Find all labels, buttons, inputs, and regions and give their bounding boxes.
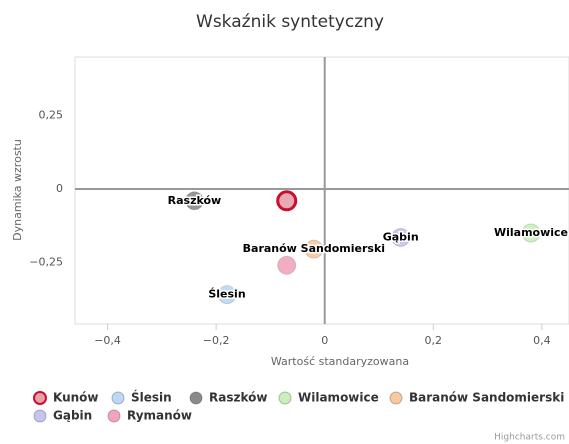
legend-label[interactable]: Raszków [209,391,267,405]
legend-marker[interactable] [107,409,121,423]
point[interactable] [276,190,298,212]
legend-label[interactable]: Wilamowice [298,391,379,405]
y-tick-label: −0,25 [29,255,63,268]
legend-marker[interactable] [111,391,125,405]
legend-marker[interactable] [278,391,292,405]
point[interactable] [304,239,324,259]
data-label: Raszków [168,194,222,207]
x-tick-label: 0,2 [425,334,443,347]
y-axis-title: Dynamika wzrostu [11,139,24,241]
y-tick-label: 0 [56,182,63,195]
x-axis-title: Wartość standaryzowana [271,355,409,368]
legend-label[interactable]: Kunów [53,391,99,405]
x-tick-label: 0 [321,334,328,347]
legend-marker[interactable] [189,391,203,405]
x-tick-label: 0,4 [533,334,551,347]
legend-marker[interactable] [33,391,47,405]
legend-marker[interactable] [33,409,47,423]
point[interactable] [391,227,411,247]
data-label: Gąbin [383,230,419,243]
point[interactable] [521,223,541,243]
legend-label[interactable]: Rymanów [127,409,192,423]
legend-label[interactable]: Gąbin [53,409,92,423]
plot-border [74,56,569,325]
legend-marker[interactable] [389,391,403,405]
data-label: Wilamowice [494,226,568,239]
point[interactable] [217,285,237,305]
point[interactable] [277,255,297,275]
chart-title: Wskaźnik syntetyczny [196,12,384,32]
data-label: Ślesin [208,288,245,301]
x-tick-label: −0,2 [203,334,230,347]
legend-label[interactable]: Baranów Sandomierski [409,391,564,405]
y-tick-label: 0,25 [39,109,64,122]
data-label: Baranów Sandomierski [243,242,385,255]
legend-label[interactable]: Ślesin [131,390,172,405]
point[interactable] [184,191,204,211]
x-tick-label: −0,4 [94,334,121,347]
credits[interactable]: Highcharts.com [494,433,565,443]
